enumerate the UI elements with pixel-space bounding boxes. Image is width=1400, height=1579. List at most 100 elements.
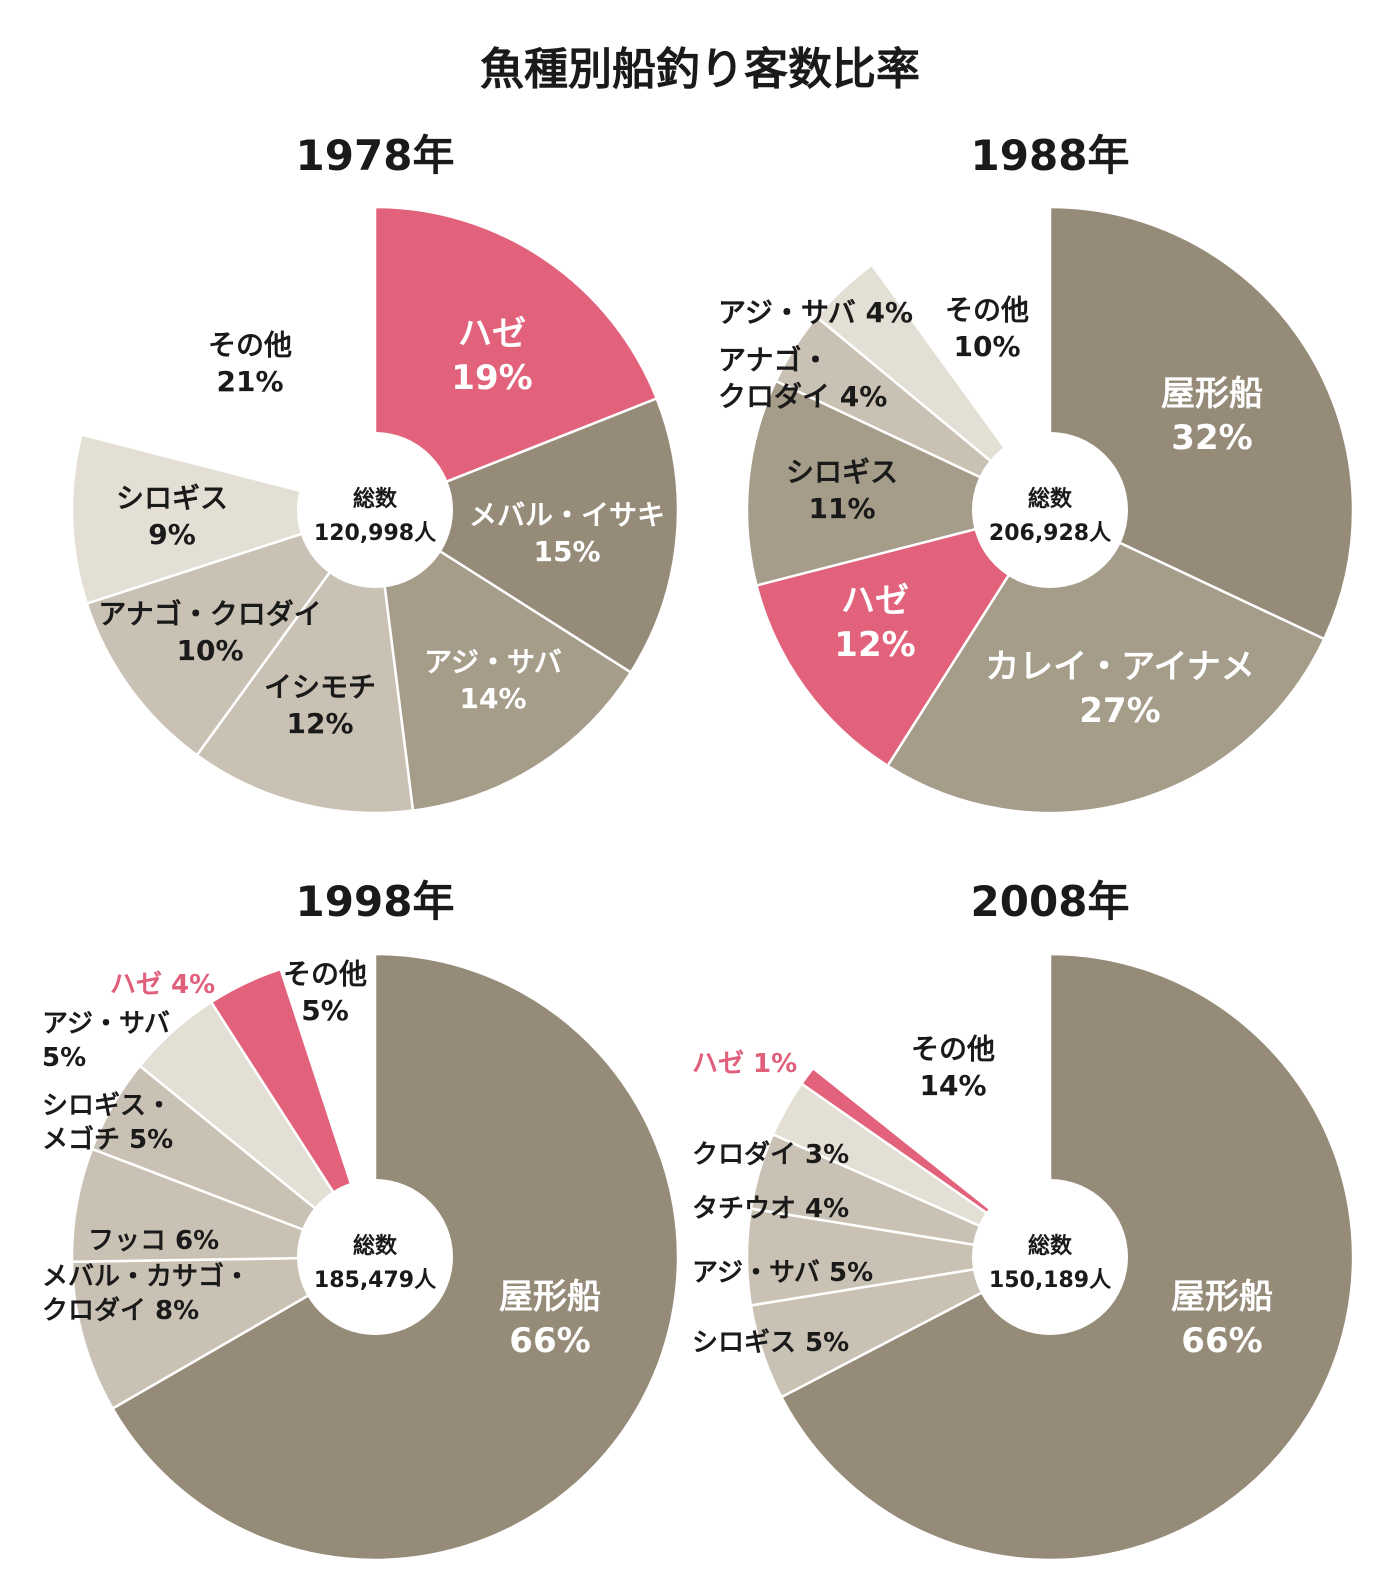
data-label-line: クロダイ 3% <box>692 1139 849 1170</box>
data-label-アジ-サバ: アジ・サバ 5% <box>692 1258 873 1288</box>
data-label-その他: その他 10% <box>945 294 1029 363</box>
data-label-line: 12% <box>286 707 353 740</box>
data-label-line: 19% <box>451 358 532 398</box>
total-value: 206,928人 <box>989 521 1111 546</box>
data-label-line: 14% <box>919 1069 986 1102</box>
data-label-line: メバル・カサゴ・ <box>42 1261 250 1292</box>
data-label-line: その他 <box>911 1033 995 1066</box>
data-label-屋形船: 屋形船 66% <box>1171 1277 1273 1361</box>
data-label-line: 32% <box>1171 418 1252 458</box>
data-label-ハゼ: ハゼ 4% <box>110 970 215 1000</box>
total-label: 総数 <box>1028 486 1073 512</box>
slice-ハゼ <box>800 1066 1052 1259</box>
data-label-フッコ: フッコ 6% <box>88 1226 219 1256</box>
slice-メバル-カサゴ-クロダイ <box>70 1255 377 1410</box>
data-label-line: アナゴ・ <box>718 344 829 377</box>
data-label-line: 12% <box>834 625 915 665</box>
slice-アナゴ-クロダイ <box>85 508 377 757</box>
data-label-line: タチウオ 4% <box>692 1194 849 1224</box>
data-label-line: その他 <box>283 958 367 991</box>
slice-ハゼ <box>209 967 377 1259</box>
total-value: 185,479人 <box>314 1268 436 1293</box>
data-label-line: 5% <box>42 1043 86 1073</box>
data-label-シロギス-メゴチ: シロギス・メゴチ 5% <box>42 1091 173 1155</box>
data-label-line: アジ・サバ <box>424 646 562 679</box>
data-label-タチウオ: タチウオ 4% <box>692 1194 849 1224</box>
data-label-line: アジ・サバ <box>42 1009 170 1039</box>
data-label-line: フッコ 6% <box>88 1226 219 1256</box>
slice-シロギス <box>745 379 1052 587</box>
center-hole <box>972 1179 1128 1335</box>
data-label-ハゼ: ハゼ 1% <box>692 1049 797 1079</box>
data-label-line: 66% <box>1181 1321 1262 1361</box>
slice-シロギス <box>70 433 377 605</box>
data-label-line: シロギス <box>116 482 228 515</box>
data-label-line: シロギス・ <box>42 1091 172 1121</box>
data-label-line: アジ・サバ 4% <box>718 296 913 329</box>
data-label-line: クロダイ 8% <box>42 1295 199 1326</box>
data-label-シロギス: シロギス 11% <box>786 456 898 525</box>
slice-ハゼ <box>755 508 1052 768</box>
data-label-アジ-サバ: アジ・サバ 14% <box>424 646 562 715</box>
slice-アジ-サバ <box>373 508 633 812</box>
data-label-line: メゴチ 5% <box>42 1124 173 1155</box>
total-value: 150,189人 <box>989 1268 1111 1293</box>
center-hole <box>297 432 453 588</box>
data-label-line: ハゼ 1% <box>692 1049 797 1079</box>
center-hole <box>972 432 1128 588</box>
data-label-シロギス: シロギス 9% <box>116 482 228 551</box>
total-label: 総数 <box>1028 1233 1073 1259</box>
data-label-屋形船: 屋形船 32% <box>1161 374 1263 458</box>
data-label-シロギス: シロギス 5% <box>692 1328 849 1358</box>
center-hole <box>297 1179 453 1335</box>
data-label-line: その他 <box>208 329 292 362</box>
data-label-アナゴ-クロダイ: アナゴ・クロダイ 4% <box>718 344 887 413</box>
data-label-ハゼ: ハゼ 19% <box>451 314 532 398</box>
data-label-line: 10% <box>176 634 243 667</box>
data-label-line: 21% <box>216 365 283 398</box>
data-label-line: 66% <box>509 1321 590 1361</box>
data-label-メバル-イサキ: メバル・イサキ 15% <box>469 499 665 568</box>
data-label-line: メバル・イサキ <box>469 499 665 532</box>
data-label-line: ハゼ <box>458 314 526 354</box>
data-label-アナゴ-クロダイ: アナゴ・クロダイ 10% <box>98 598 321 667</box>
chart-title: 魚種別船釣り客数比率 <box>480 44 920 95</box>
data-label-line: カレイ・アイナメ <box>985 647 1255 687</box>
data-label-line: アナゴ・クロダイ <box>98 598 321 631</box>
data-label-line: 屋形船 <box>499 1277 601 1317</box>
data-label-カレイ-アイナメ: カレイ・アイナメ 27% <box>985 647 1255 731</box>
data-label-メバル-カサゴ-クロダイ: メバル・カサゴ・クロダイ 8% <box>42 1261 250 1326</box>
data-label-その他: その他 21% <box>208 329 292 398</box>
data-label-line: ハゼ <box>841 581 909 621</box>
total-value: 120,998人 <box>314 521 436 546</box>
data-label-line: 27% <box>1079 691 1160 731</box>
year-label-3: 1998年 <box>296 877 455 926</box>
data-label-アジ-サバ: アジ・サバ 4% <box>718 296 913 329</box>
slice-ハゼ <box>373 205 658 512</box>
data-label-line: アジ・サバ 5% <box>692 1258 873 1288</box>
data-label-line: 5% <box>301 994 349 1027</box>
slice-カレイ-アイナメ <box>886 508 1326 815</box>
data-label-その他: その他 14% <box>911 1033 995 1102</box>
data-label-ハゼ: ハゼ 12% <box>834 581 915 665</box>
slice-メバル-イサキ <box>373 397 680 674</box>
data-label-クロダイ: クロダイ 3% <box>692 1139 849 1170</box>
slice-屋形船 <box>1048 205 1355 641</box>
data-label-line: 14% <box>459 682 526 715</box>
year-label-2: 1988年 <box>971 131 1130 180</box>
data-label-line: その他 <box>945 294 1029 327</box>
year-label-1: 1978年 <box>296 131 455 180</box>
data-label-line: 屋形船 <box>1171 1277 1273 1317</box>
total-label: 総数 <box>353 1233 398 1259</box>
data-label-line: クロダイ 4% <box>718 380 887 413</box>
data-label-line: 15% <box>533 535 600 568</box>
data-label-イシモチ: イシモチ 12% <box>264 671 376 740</box>
total-label: 総数 <box>353 486 398 512</box>
slice-アジ-サバ <box>815 263 1052 512</box>
year-label-4: 2008年 <box>971 877 1130 926</box>
